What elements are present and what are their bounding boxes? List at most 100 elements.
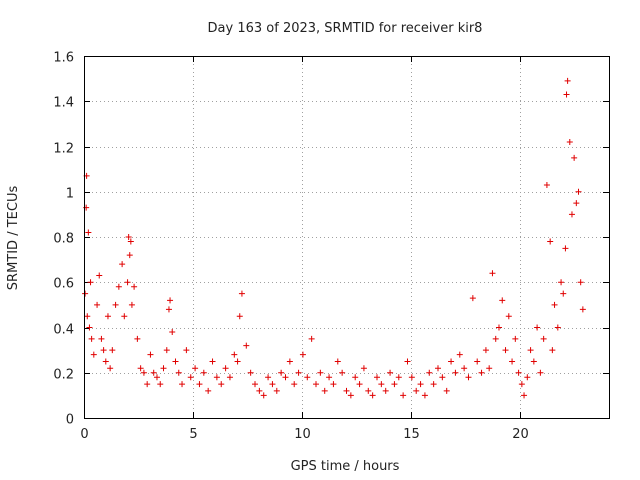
data-point — [153, 374, 160, 381]
data-point — [321, 387, 328, 394]
data-point — [515, 369, 522, 376]
grid-lines — [84, 56, 609, 418]
y-axis-label: SRMTID / TECUs — [6, 186, 21, 291]
data-point — [175, 369, 182, 376]
data-point — [382, 387, 389, 394]
data-point — [334, 358, 341, 365]
data-point — [343, 387, 350, 394]
data-point — [128, 301, 135, 308]
data-point — [183, 347, 190, 354]
y-tick-label: 0.8 — [53, 232, 74, 247]
data-point — [165, 306, 172, 313]
data-point — [551, 301, 558, 308]
data-point — [395, 374, 402, 381]
data-point — [524, 374, 531, 381]
y-tick-label: 1.4 — [53, 96, 74, 111]
data-point — [360, 365, 367, 372]
data-point — [96, 272, 103, 279]
data-point — [282, 374, 289, 381]
data-point — [417, 381, 424, 388]
plot-frame — [84, 56, 610, 419]
data-point — [126, 252, 133, 259]
data-point — [313, 381, 320, 388]
data-point — [356, 381, 363, 388]
data-point — [196, 381, 203, 388]
data-point — [421, 392, 428, 399]
data-point — [107, 365, 114, 372]
y-tick-label: 1.2 — [53, 142, 74, 157]
data-point — [102, 358, 109, 365]
data-point — [571, 154, 578, 161]
x-tick-label: 15 — [403, 427, 420, 442]
data-point — [369, 392, 376, 399]
data-point — [505, 313, 512, 320]
data-point — [84, 313, 91, 320]
data-point — [317, 369, 324, 376]
data-point — [577, 279, 584, 286]
data-point — [461, 365, 468, 372]
data-point — [521, 392, 528, 399]
data-point — [549, 347, 556, 354]
data-point — [109, 347, 116, 354]
data-point — [563, 91, 570, 98]
data-point — [269, 381, 276, 388]
data-point — [452, 369, 459, 376]
data-point — [160, 365, 167, 372]
data-point — [439, 374, 446, 381]
data-point — [172, 358, 179, 365]
data-point — [247, 369, 254, 376]
data-point — [140, 369, 147, 376]
data-point — [163, 347, 170, 354]
data-point — [530, 358, 537, 365]
data-point — [499, 297, 506, 304]
data-point — [456, 351, 463, 358]
data-point — [260, 392, 267, 399]
y-tick-label: 0.4 — [53, 323, 74, 338]
data-point — [443, 387, 450, 394]
data-point — [299, 351, 306, 358]
data-point — [236, 313, 243, 320]
data-point — [430, 381, 437, 388]
data-point — [387, 369, 394, 376]
data-point — [495, 324, 502, 331]
data-point — [121, 313, 128, 320]
data-point — [252, 381, 259, 388]
y-tick-label: 1.6 — [53, 51, 74, 66]
data-point — [192, 365, 199, 372]
data-point — [482, 347, 489, 354]
data-point — [400, 392, 407, 399]
data-point — [134, 335, 141, 342]
x-tick-label: 5 — [189, 427, 197, 442]
data-point — [85, 229, 92, 236]
data-point — [308, 335, 315, 342]
data-point — [537, 369, 544, 376]
data-point — [304, 374, 311, 381]
data-point — [205, 387, 212, 394]
data-point — [560, 290, 567, 297]
data-point — [112, 301, 119, 308]
data-point — [512, 335, 519, 342]
data-point — [326, 374, 333, 381]
data-point — [378, 381, 385, 388]
x-tick-label: 20 — [512, 427, 529, 442]
data-point — [127, 238, 134, 245]
data-point — [568, 211, 575, 218]
data-point — [518, 381, 525, 388]
x-tick-label: 0 — [80, 427, 88, 442]
data-point — [124, 279, 131, 286]
data-point — [339, 369, 346, 376]
data-point — [234, 358, 241, 365]
data-point — [295, 369, 302, 376]
data-point — [554, 324, 561, 331]
data-point — [167, 297, 174, 304]
data-point — [408, 374, 415, 381]
data-point — [169, 329, 176, 336]
data-point — [492, 335, 499, 342]
data-point — [502, 347, 509, 354]
data-point — [547, 238, 554, 245]
data-point — [131, 283, 138, 290]
data-point — [404, 358, 411, 365]
y-tick-label: 0 — [66, 413, 74, 428]
data-point — [534, 324, 541, 331]
